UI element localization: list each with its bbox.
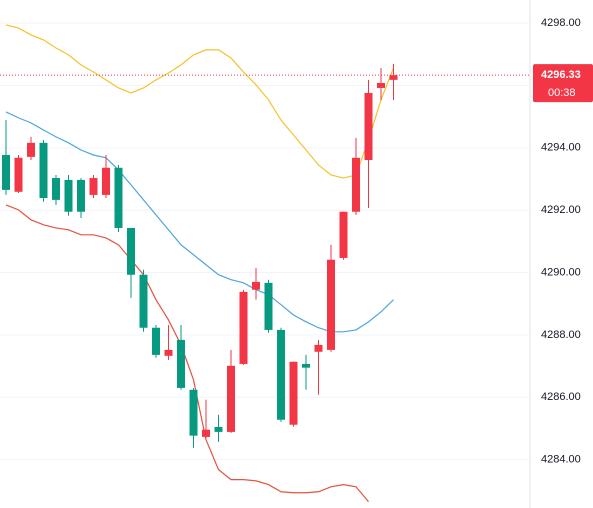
candle-body xyxy=(64,179,73,212)
candle-body xyxy=(152,327,160,355)
candle-body xyxy=(177,339,185,388)
candle-body xyxy=(2,154,10,190)
candle-body xyxy=(352,157,360,212)
candle-body xyxy=(364,92,373,160)
candle-body xyxy=(27,142,35,157)
candle-body xyxy=(139,274,148,328)
y-tick-label: 4290.00 xyxy=(541,266,581,278)
candle-body xyxy=(377,82,385,88)
countdown-label: 00:38 xyxy=(548,87,576,99)
candle-body xyxy=(339,211,348,258)
current-price-box xyxy=(533,64,593,103)
candle-body xyxy=(277,329,285,420)
moving-average-line xyxy=(5,111,394,333)
candle-body xyxy=(189,389,198,436)
candle-body xyxy=(327,259,335,350)
y-tick-label: 4298.00 xyxy=(541,17,581,29)
candle-body xyxy=(389,75,398,80)
candle-body xyxy=(239,291,248,364)
current-price-label: 4296.33 xyxy=(541,69,581,81)
candle-body xyxy=(89,178,98,195)
y-tick-label: 4288.00 xyxy=(541,329,581,341)
candle-body xyxy=(289,361,298,425)
candle-body xyxy=(302,363,310,368)
candle-body xyxy=(127,227,135,275)
y-tick-label: 4286.00 xyxy=(541,391,581,403)
candle-body xyxy=(214,426,223,432)
candle-body xyxy=(164,349,173,356)
y-tick-label: 4292.00 xyxy=(541,204,581,216)
candle-body xyxy=(102,167,110,195)
candle-body xyxy=(39,142,48,199)
candle-body xyxy=(77,179,85,212)
candle-body xyxy=(264,282,273,330)
moving-average-line xyxy=(5,204,369,503)
candle-body xyxy=(52,178,60,200)
candle-body xyxy=(314,344,323,352)
candle-body xyxy=(114,167,123,228)
y-tick-label: 4284.00 xyxy=(541,454,581,466)
candle-body xyxy=(202,429,210,437)
candle-body xyxy=(227,365,235,432)
candle-body xyxy=(14,157,23,192)
y-tick-label: 4294.00 xyxy=(541,142,581,154)
moving-average-line xyxy=(5,24,395,179)
candle-body xyxy=(252,281,260,290)
